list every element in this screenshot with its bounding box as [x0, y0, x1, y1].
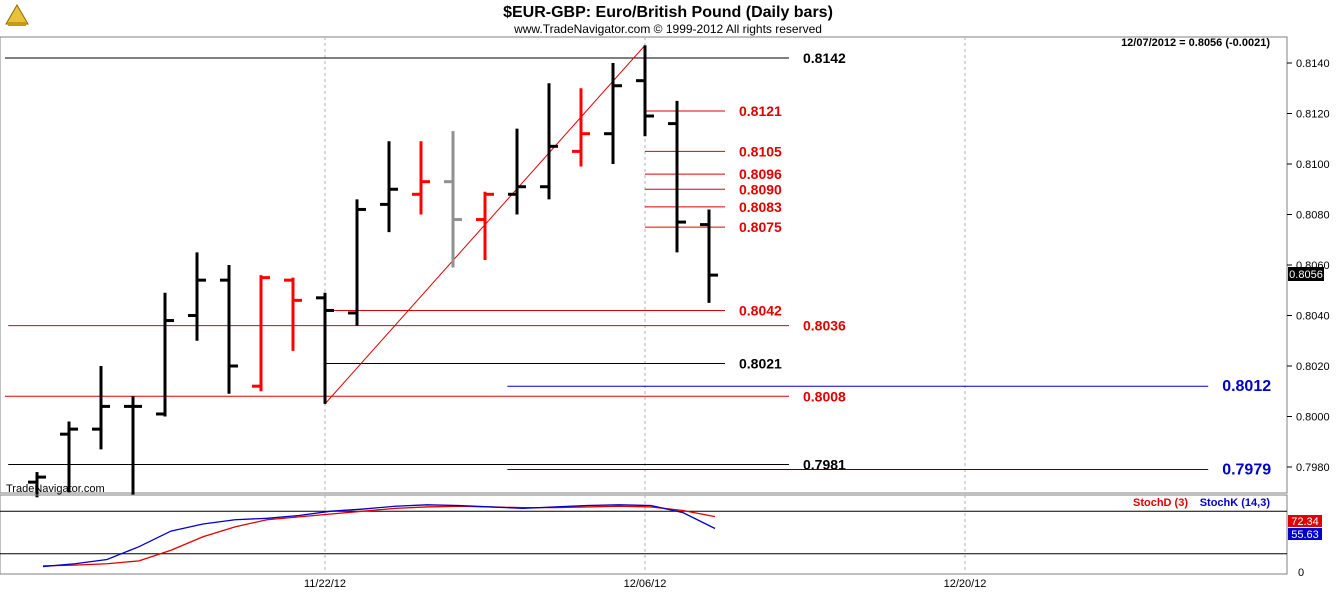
price-tick-label: 0.7980 — [1296, 462, 1330, 474]
price-tick-label: 0.8040 — [1296, 311, 1330, 323]
ohlc-bar — [540, 83, 558, 200]
ohlc-bar — [412, 141, 430, 215]
ohlc-bar — [572, 88, 590, 167]
price-axis: 0.81400.81200.81000.80800.80600.80400.80… — [1287, 58, 1330, 474]
level-label: 0.8036 — [803, 318, 846, 334]
level-label: 0.8075 — [739, 219, 782, 235]
level-label: 0.8105 — [739, 143, 782, 159]
level-label: 0.8121 — [739, 103, 782, 119]
ohlc-bar — [156, 292, 174, 417]
stochastic-gridlines — [0, 495, 1287, 574]
level-label: 0.8083 — [739, 199, 782, 215]
stochastic-panel-frame — [0, 494, 1288, 575]
level-label: 0.8021 — [739, 355, 782, 371]
last-quote: 12/07/2012 = 0.8056 (-0.0021) — [1121, 37, 1270, 49]
price-tick-label: 0.8000 — [1296, 412, 1330, 424]
price-tick-label: 0.8120 — [1296, 109, 1330, 121]
ohlc-bar — [252, 275, 270, 392]
copyright-notice: www.TradeNavigator.com © 1999-2012 All r… — [513, 22, 822, 36]
date-axis: 11/22/12 12/06/12 12/20/12 — [304, 578, 986, 590]
level-label: 0.7979 — [1222, 462, 1271, 479]
ohlc-bar — [476, 191, 494, 260]
ohlc-bar — [380, 141, 398, 233]
date-tick-label: 11/22/12 — [304, 578, 346, 590]
stochd-last-marker: 72.34 — [1288, 515, 1322, 528]
stochk-last-marker: 55.63 — [1288, 528, 1322, 541]
ohlc-bar — [316, 292, 334, 404]
level-label: 0.8008 — [803, 388, 846, 404]
price-tick-label: 0.8100 — [1296, 159, 1330, 171]
ohlc-bar — [604, 63, 622, 164]
ohlc-bar — [636, 45, 654, 137]
price-tick-label: 0.8020 — [1296, 361, 1330, 373]
ohlc-bar — [92, 366, 110, 450]
app-logo-icon[interactable] — [2, 2, 32, 30]
stochastic-axis-tick: 0 — [1298, 567, 1304, 579]
date-tick-label: 12/06/12 — [624, 578, 667, 590]
ohlc-bar — [508, 128, 526, 215]
ohlc-bar — [188, 252, 206, 341]
ohlc-bar — [700, 209, 718, 303]
ohlc-bar — [124, 396, 142, 495]
stochd-last-value: 72.34 — [1291, 516, 1319, 528]
ohlc-bar — [28, 472, 46, 498]
level-label: 0.8142 — [803, 50, 846, 66]
price-tick-label: 0.8140 — [1296, 58, 1330, 70]
stochk-legend: StochK (14,3) — [1200, 497, 1271, 509]
level-label: 0.8090 — [739, 181, 782, 197]
stochk-line — [42, 504, 716, 568]
price-tick-label: 0.8080 — [1296, 210, 1330, 222]
level-label: 0.8012 — [1222, 378, 1271, 395]
ohlc-bar — [348, 199, 366, 326]
price-gridlines — [324, 37, 966, 493]
ohlc-bar — [220, 265, 238, 394]
level-label: 0.8042 — [739, 302, 782, 318]
level-label: 0.8096 — [739, 166, 782, 182]
stochd-legend: StochD (3) — [1133, 497, 1188, 509]
ohlc-bar — [444, 131, 462, 268]
level-label: 0.7981 — [803, 456, 846, 472]
ohlc-bar — [284, 277, 302, 351]
ohlc-bar — [60, 421, 78, 493]
chart-title: $EUR-GBP: Euro/British Pound (Daily bars… — [503, 4, 833, 21]
stochd-line — [42, 505, 716, 567]
last-price-marker: 0.8056 — [1288, 267, 1324, 281]
watermark: TradeNavigator.com — [6, 483, 105, 495]
last-price-label: 0.8056 — [1289, 269, 1323, 281]
ohlc-bars — [28, 45, 718, 498]
stochk-last-value: 55.63 — [1291, 529, 1319, 541]
date-tick-label: 12/20/12 — [944, 578, 987, 590]
ohlc-bar — [668, 100, 686, 253]
